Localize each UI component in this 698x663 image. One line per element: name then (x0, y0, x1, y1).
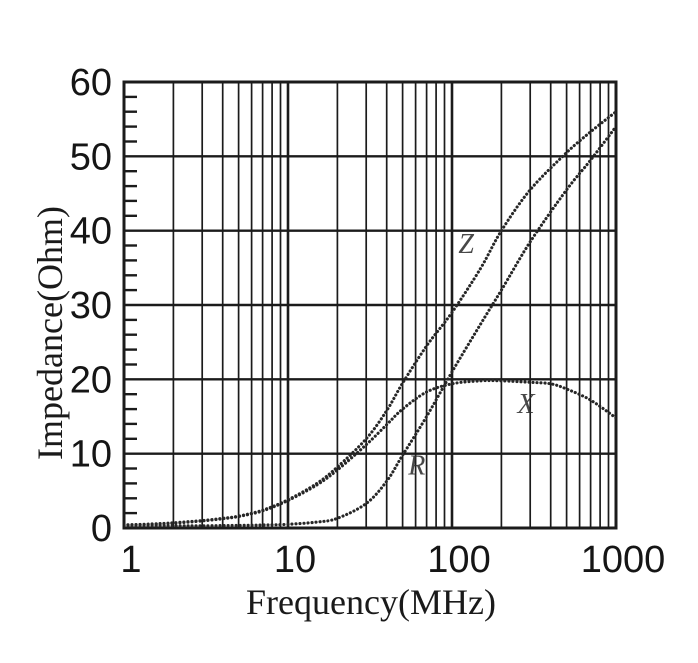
y-axis-tick-label: 0 (91, 508, 112, 550)
x-axis-tick-label: 1000 (581, 539, 666, 581)
x-axis-tick-label: 10 (274, 539, 316, 581)
y-axis-tick-label: 10 (70, 434, 112, 476)
y-axis-tick-label: 30 (70, 285, 112, 327)
y-axis-tick-label: 60 (70, 62, 112, 104)
curve-X (124, 378, 616, 527)
curve-label-R: R (407, 451, 425, 482)
curve-label-Z: Z (458, 229, 474, 260)
curve-R (124, 125, 616, 528)
plot-border (122, 80, 618, 530)
x-axis-tick-label: 1 (120, 539, 141, 581)
x-axis-title: Frequency(MHz) (246, 582, 496, 622)
x-axis-tick-label: 100 (427, 539, 490, 581)
y-axis-title: Impedance(Ohm) (30, 206, 70, 460)
y-axis-tick-label: 50 (70, 136, 112, 178)
y-axis-tick-label: 20 (70, 359, 112, 401)
curve-layer (124, 110, 616, 528)
tick-label-layer: Z X R 1 10 100 1000 0 10 20 30 40 50 60 (70, 62, 666, 581)
curve-Z (124, 110, 616, 527)
grid-layer (122, 80, 618, 530)
curve-label-X: X (517, 389, 536, 420)
y-axis-tick-label: 40 (70, 211, 112, 253)
